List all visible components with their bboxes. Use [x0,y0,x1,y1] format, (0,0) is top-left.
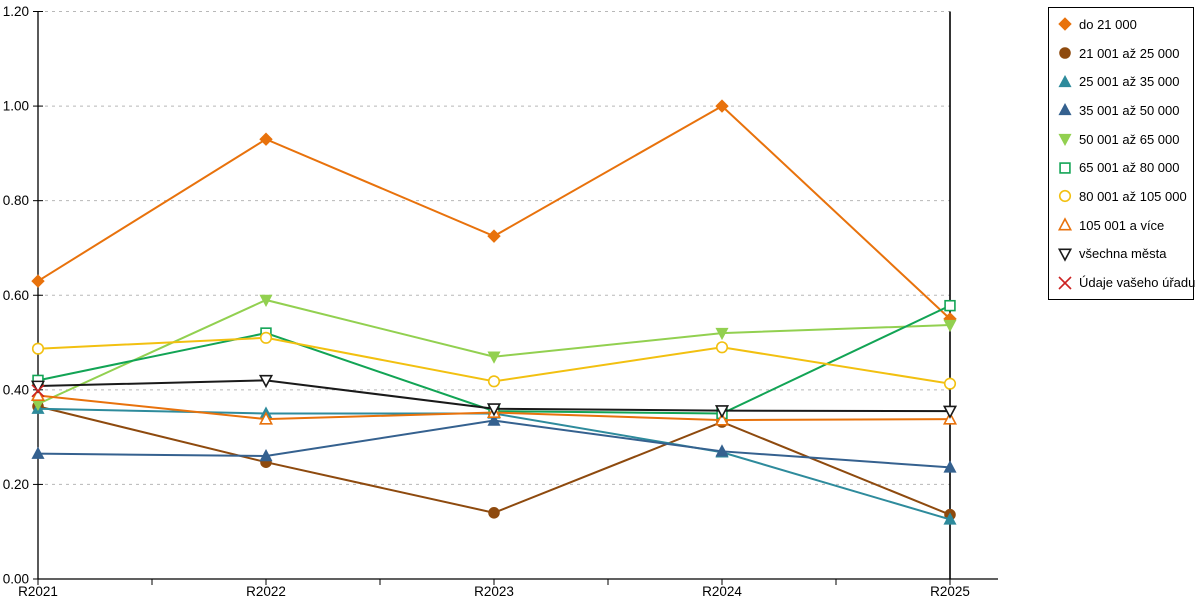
triangle-down-marker-icon [258,374,274,389]
square-marker-icon [944,299,956,312]
diamond-marker-icon [259,132,273,146]
triangle-up-marker-icon [943,512,957,525]
diamond-marker-icon [31,274,45,288]
circle-marker-icon [259,331,273,344]
circle-marker-icon [1059,47,1071,59]
x-axis-label: R2021 [18,584,58,599]
triangle-down-marker-icon [714,405,730,419]
series-v-echna-m-sta [30,374,958,419]
series-50-001-a-65-000 [31,294,957,412]
series-do-21-000 [31,99,957,326]
triangle-down-marker-icon [259,294,273,308]
triangle-down-marker-icon [486,403,502,417]
triangle-down-marker-icon [1057,248,1073,262]
legend-label: 21 001 až 25 000 [1079,45,1180,61]
triangle-up-icon [1057,217,1073,231]
triangle-down-marker-icon [715,327,729,341]
x-axis-label: R2024 [702,584,742,599]
legend-item: 80 001 až 105 000 [1057,185,1193,207]
triangle-up-icon [1058,74,1072,87]
x-axis-label: R2023 [474,584,514,599]
diamond-marker-icon [487,229,501,243]
legend-item: 21 001 až 25 000 [1057,42,1193,64]
circle-marker-icon [1058,190,1072,203]
triangle-down-marker-icon [942,405,958,419]
triangle-up-marker-icon [1057,217,1073,231]
x-marker-icon [1058,275,1072,290]
y-axis-label: 1.20 [3,4,29,19]
series-line [37,419,951,469]
series-line [37,104,951,320]
diamond-marker-icon [715,99,729,113]
triangle-up-marker-icon [943,460,957,473]
triangle-up-marker-icon [714,412,730,426]
x-marker-icon [31,384,45,398]
legend-label: všechna města [1079,246,1167,262]
triangle-up-marker-icon [1058,74,1072,87]
legend-label: Údaje vašeho úřadu [1079,275,1196,291]
triangle-down-marker-icon [30,380,46,394]
square-icon [1059,162,1071,174]
diamond-marker-icon [1058,17,1072,32]
legend-label: 50 001 až 65 000 [1079,131,1180,147]
legend-label: 105 001 a více [1079,217,1165,233]
triangle-down-marker-icon [1058,133,1072,147]
triangle-up-marker-icon [31,446,45,459]
legend-item: 105 001 a více [1057,214,1193,236]
circle-icon [1059,47,1071,59]
series-35-001-a-50-000 [31,413,957,473]
circle-icon [1058,190,1072,203]
y-axis-label: 0.20 [3,477,29,492]
series-80-001-a-105-000 [31,331,957,390]
circle-marker-icon [488,507,500,519]
y-axis-label: 0.80 [3,193,29,208]
square-marker-icon [1059,162,1071,174]
legend-item: Údaje vašeho úřadu [1057,272,1196,294]
triangle-up-marker-icon [1058,103,1072,116]
legend-item: do 21 000 [1057,13,1193,35]
legend-label: do 21 000 [1079,16,1137,32]
triangle-down-marker-icon [943,319,957,333]
legend-label: 35 001 až 50 000 [1079,102,1180,118]
circle-marker-icon [31,342,45,355]
legend: do 21 000 21 001 až 25 000 25 001 až 35 00… [1048,7,1196,300]
x-axis-label: R2022 [246,584,286,599]
triangle-up-marker-icon [258,411,274,425]
triangle-up-marker-icon [715,444,729,457]
series--daje-va-eho-adu [31,384,45,398]
y-axis-label: 0.40 [3,382,29,397]
legend-item: všechna města [1057,243,1193,265]
y-axis-label: 1.00 [3,99,29,114]
circle-marker-icon [487,375,501,388]
x-axis-label: R2025 [930,584,970,599]
triangle-down-icon [1057,248,1073,262]
legend-item: 35 001 až 50 000 [1057,99,1193,121]
circle-marker-icon [715,341,729,354]
diamond-icon [1058,17,1072,32]
legend-item: 65 001 až 80 000 [1057,157,1193,179]
legend-label: 25 001 až 35 000 [1079,74,1180,90]
triangle-up-marker-icon [487,413,501,426]
triangle-up-icon [1058,103,1072,116]
y-axis-label: 0.00 [3,572,29,587]
legend-label: 80 001 až 105 000 [1079,188,1187,204]
triangle-up-marker-icon [259,448,273,462]
triangle-down-marker-icon [487,351,501,364]
y-axis-label: 0.60 [3,288,29,303]
legend-item: 25 001 až 35 000 [1057,71,1193,93]
circle-marker-icon [943,377,957,390]
legend-item: 50 001 až 65 000 [1057,128,1193,150]
x-icon [1058,275,1072,290]
triangle-up-marker-icon [30,387,46,401]
legend-label: 65 001 až 80 000 [1079,160,1180,176]
triangle-down-icon [1058,133,1072,147]
